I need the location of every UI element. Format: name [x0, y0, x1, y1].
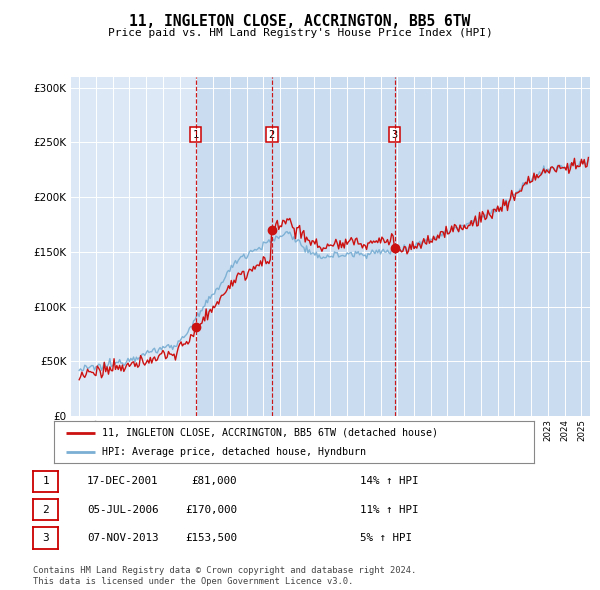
Text: £153,500: £153,500 — [185, 533, 237, 543]
Text: 11, INGLETON CLOSE, ACCRINGTON, BB5 6TW (detached house): 11, INGLETON CLOSE, ACCRINGTON, BB5 6TW … — [102, 428, 438, 438]
Text: £81,000: £81,000 — [191, 477, 237, 486]
Text: Contains HM Land Registry data © Crown copyright and database right 2024.: Contains HM Land Registry data © Crown c… — [33, 566, 416, 575]
Text: This data is licensed under the Open Government Licence v3.0.: This data is licensed under the Open Gov… — [33, 576, 353, 586]
Bar — [196, 77, 272, 416]
Text: 11% ↑ HPI: 11% ↑ HPI — [360, 505, 419, 514]
Text: 5% ↑ HPI: 5% ↑ HPI — [360, 533, 412, 543]
Text: 07-NOV-2013: 07-NOV-2013 — [87, 533, 158, 543]
Text: £170,000: £170,000 — [185, 505, 237, 514]
Text: Price paid vs. HM Land Registry's House Price Index (HPI): Price paid vs. HM Land Registry's House … — [107, 28, 493, 38]
Text: 11, INGLETON CLOSE, ACCRINGTON, BB5 6TW: 11, INGLETON CLOSE, ACCRINGTON, BB5 6TW — [130, 14, 470, 30]
Text: 3: 3 — [392, 130, 398, 140]
Text: HPI: Average price, detached house, Hyndburn: HPI: Average price, detached house, Hynd… — [102, 447, 366, 457]
Text: 3: 3 — [42, 533, 49, 543]
Text: 1: 1 — [42, 477, 49, 486]
Text: 17-DEC-2001: 17-DEC-2001 — [87, 477, 158, 486]
Text: 2: 2 — [269, 130, 275, 140]
Text: 1: 1 — [193, 130, 199, 140]
Text: 2: 2 — [42, 505, 49, 514]
Bar — [395, 77, 590, 416]
Bar — [272, 77, 395, 416]
Text: 05-JUL-2006: 05-JUL-2006 — [87, 505, 158, 514]
Text: 14% ↑ HPI: 14% ↑ HPI — [360, 477, 419, 486]
